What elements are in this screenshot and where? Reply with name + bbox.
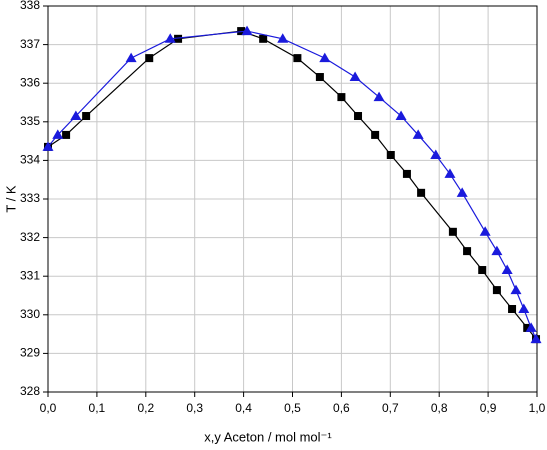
data-point bbox=[402, 169, 411, 178]
data-point bbox=[373, 91, 385, 102]
series-line bbox=[47, 30, 537, 340]
y-tick-label: 329 bbox=[20, 346, 40, 360]
data-point bbox=[371, 130, 380, 139]
x-tick-label: 1,0 bbox=[529, 401, 546, 415]
data-point bbox=[523, 323, 532, 332]
data-point bbox=[42, 141, 54, 151]
x-tick-label: 0,2 bbox=[137, 401, 154, 415]
data-point bbox=[319, 52, 331, 63]
y-axis-title: T / K bbox=[3, 185, 18, 213]
data-point bbox=[259, 34, 268, 43]
data-point bbox=[456, 187, 468, 197]
data-point bbox=[525, 322, 537, 332]
x-tick-label: 0,8 bbox=[431, 401, 448, 415]
data-point bbox=[417, 188, 426, 197]
y-tick-label: 332 bbox=[20, 230, 40, 244]
data-point bbox=[491, 245, 503, 256]
data-point bbox=[145, 54, 154, 63]
data-point bbox=[530, 333, 542, 344]
data-point bbox=[386, 150, 395, 159]
y-tick-label: 336 bbox=[20, 75, 40, 89]
y-tick-label: 335 bbox=[20, 114, 40, 128]
x-tick-label: 0,7 bbox=[382, 401, 399, 415]
x-tick-label: 0,1 bbox=[89, 401, 106, 415]
data-point bbox=[277, 33, 289, 43]
data-point bbox=[354, 112, 363, 121]
data-point bbox=[518, 303, 530, 314]
data-point bbox=[164, 33, 176, 43]
data-point bbox=[315, 73, 324, 82]
data-point bbox=[412, 129, 424, 139]
plot-frame bbox=[47, 5, 538, 393]
x-tick-label: 0,6 bbox=[333, 401, 350, 415]
data-point bbox=[448, 227, 457, 236]
data-point bbox=[174, 34, 183, 43]
data-point bbox=[82, 112, 91, 121]
data-point bbox=[508, 305, 517, 314]
y-tick-label: 331 bbox=[20, 268, 40, 282]
data-point bbox=[501, 264, 513, 275]
y-tick-label: 328 bbox=[20, 384, 40, 398]
data-point bbox=[337, 93, 346, 102]
y-tick-label: 334 bbox=[20, 153, 40, 167]
y-tick-label: 337 bbox=[20, 37, 40, 51]
series-line bbox=[47, 30, 537, 340]
x-tick-label: 0,9 bbox=[480, 401, 497, 415]
data-point bbox=[241, 25, 253, 36]
data-point bbox=[62, 130, 71, 139]
x-tick-label: 0,5 bbox=[284, 401, 301, 415]
data-point bbox=[395, 110, 407, 121]
data-point bbox=[492, 286, 501, 295]
data-point bbox=[293, 54, 302, 63]
data-point bbox=[349, 71, 361, 82]
x-tick-label: 0,4 bbox=[235, 401, 252, 415]
data-point bbox=[430, 149, 442, 159]
x-tick-label: 0,0 bbox=[40, 401, 57, 415]
data-point bbox=[52, 129, 64, 139]
data-point bbox=[479, 226, 491, 236]
y-tick-label: 338 bbox=[20, 0, 40, 12]
data-point bbox=[125, 52, 137, 63]
data-point bbox=[444, 168, 456, 178]
data-point bbox=[478, 266, 487, 275]
x-tick-label: 0,3 bbox=[186, 401, 203, 415]
data-point bbox=[510, 284, 522, 295]
data-point bbox=[70, 110, 82, 121]
x-axis-title: x,y Aceton / mol mol⁻¹ bbox=[204, 429, 332, 444]
y-tick-label: 330 bbox=[20, 307, 40, 321]
y-tick-label: 333 bbox=[20, 191, 40, 205]
data-point bbox=[463, 247, 472, 256]
